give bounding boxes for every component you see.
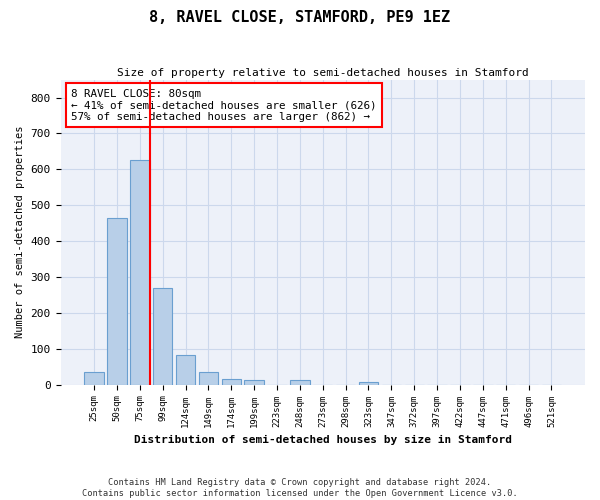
Bar bbox=[85, 372, 104, 384]
Title: Size of property relative to semi-detached houses in Stamford: Size of property relative to semi-detach… bbox=[117, 68, 529, 78]
Y-axis label: Number of semi-detached properties: Number of semi-detached properties bbox=[15, 126, 25, 338]
Bar bbox=[221, 380, 241, 384]
Bar bbox=[130, 160, 149, 384]
Bar bbox=[153, 288, 172, 384]
Text: 8, RAVEL CLOSE, STAMFORD, PE9 1EZ: 8, RAVEL CLOSE, STAMFORD, PE9 1EZ bbox=[149, 10, 451, 25]
Bar bbox=[244, 380, 264, 384]
Bar bbox=[199, 372, 218, 384]
Bar bbox=[107, 218, 127, 384]
Bar bbox=[176, 355, 195, 384]
Bar bbox=[290, 380, 310, 384]
X-axis label: Distribution of semi-detached houses by size in Stamford: Distribution of semi-detached houses by … bbox=[134, 435, 512, 445]
Bar bbox=[359, 382, 378, 384]
Text: 8 RAVEL CLOSE: 80sqm
← 41% of semi-detached houses are smaller (626)
57% of semi: 8 RAVEL CLOSE: 80sqm ← 41% of semi-detac… bbox=[71, 89, 377, 122]
Text: Contains HM Land Registry data © Crown copyright and database right 2024.
Contai: Contains HM Land Registry data © Crown c… bbox=[82, 478, 518, 498]
